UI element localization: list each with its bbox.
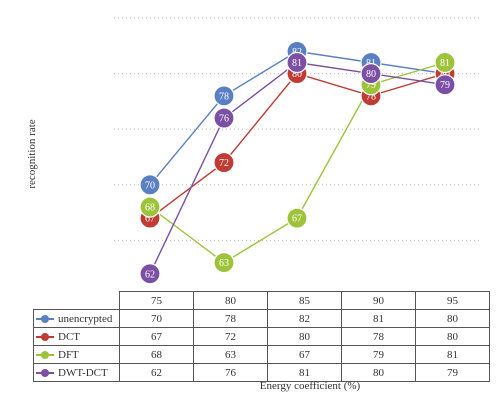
table-cell: 78 <box>341 327 416 346</box>
table-row: DCT 67 72 80 78 80 <box>33 327 490 346</box>
series-line-3 <box>149 61 446 275</box>
data-label: 63 <box>219 258 229 269</box>
data-label: 78 <box>366 91 376 102</box>
data-point <box>434 51 456 74</box>
data-point <box>213 252 235 274</box>
table-cell: 81 <box>267 363 342 382</box>
data-label: 72 <box>219 158 229 169</box>
legend-label: DWT-DCT <box>58 366 108 379</box>
data-point <box>139 263 161 285</box>
table-cell: 72 <box>193 327 268 346</box>
table-cell: 63 <box>193 345 268 364</box>
data-point <box>139 174 161 196</box>
table-row: DFT 68 63 67 79 81 <box>33 345 490 364</box>
x-tick-label: 75 <box>119 291 194 310</box>
legend-entry: unencrypted <box>33 309 120 328</box>
x-tick-label: 95 <box>415 291 490 310</box>
table-cell: 70 <box>119 309 194 328</box>
table-cell: 80 <box>415 309 490 328</box>
data-point <box>213 151 235 174</box>
data-label: 79 <box>440 80 450 91</box>
legend-label: unencrypted <box>58 312 113 325</box>
data-point <box>286 51 308 74</box>
data-point <box>213 107 235 129</box>
table-cell: 82 <box>267 309 342 328</box>
legend-entry: DFT <box>33 345 120 364</box>
legend-marker <box>36 350 54 359</box>
legend-label: DCT <box>58 330 80 343</box>
table-cell: 81 <box>341 309 416 328</box>
table-cell: 80 <box>341 363 416 382</box>
data-point <box>213 85 235 107</box>
data-label: 76 <box>219 114 229 125</box>
data-label: 81 <box>292 58 302 69</box>
data-label: 78 <box>219 91 229 102</box>
data-point <box>139 196 161 218</box>
table-cell: 68 <box>119 345 194 364</box>
data-label: 80 <box>292 69 302 80</box>
x-tick-label: 85 <box>267 291 342 310</box>
table-cell: 76 <box>193 363 268 382</box>
x-tick-label: 80 <box>193 291 268 310</box>
data-label: 80 <box>366 69 376 80</box>
table-cell: 62 <box>119 363 194 382</box>
table-corner <box>33 291 120 310</box>
series-line-1 <box>149 72 446 219</box>
table-cell: 67 <box>267 345 342 364</box>
table-cell: 79 <box>415 363 490 382</box>
data-label: 67 <box>292 214 302 225</box>
data-label: 62 <box>145 269 155 280</box>
table-header-row: 75 80 85 90 95 <box>33 291 490 310</box>
x-axis-label: Energy coefficient (%) <box>259 380 361 392</box>
data-label: 68 <box>145 203 155 214</box>
data-point <box>286 207 308 229</box>
data-label: 79 <box>366 80 376 91</box>
table-row: unencrypted 70 78 82 81 80 <box>33 309 490 328</box>
data-label: 70 <box>145 180 155 191</box>
table-cell: 78 <box>193 309 268 328</box>
y-axis-label: recognition rate <box>26 119 38 189</box>
chart-plot: 7078828180677280788068636779816276818079 <box>114 17 482 285</box>
legend-entry: DCT <box>33 327 120 346</box>
legend-label: DFT <box>58 348 79 361</box>
legend-marker <box>36 368 54 377</box>
table-row: DWT-DCT 62 76 81 80 79 <box>33 363 490 382</box>
data-point <box>434 74 456 96</box>
legend-entry: DWT-DCT <box>33 363 120 382</box>
data-point <box>360 62 382 85</box>
data-label: 81 <box>440 58 450 69</box>
table-cell: 80 <box>415 327 490 346</box>
table-cell: 67 <box>119 327 194 346</box>
legend-marker <box>36 314 54 323</box>
data-label: 67 <box>145 214 155 225</box>
x-tick-label: 90 <box>341 291 416 310</box>
data-table: 75 80 85 90 95 unencrypted 70 78 82 81 80 DCT 67 72 80… <box>33 291 490 382</box>
table-cell: 79 <box>341 345 416 364</box>
legend-marker <box>36 332 54 341</box>
table-cell: 80 <box>267 327 342 346</box>
series-line-2 <box>149 61 446 264</box>
table-cell: 81 <box>415 345 490 364</box>
